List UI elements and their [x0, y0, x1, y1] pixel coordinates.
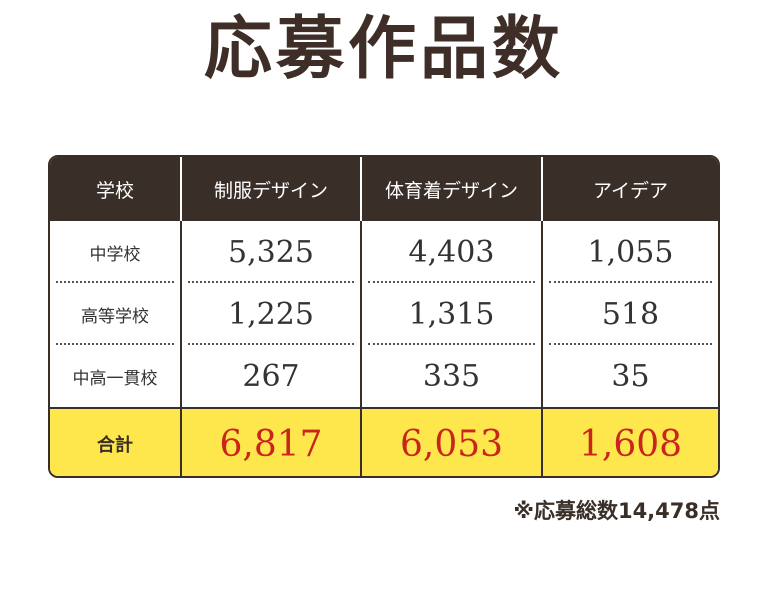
row-label: 中学校 — [50, 221, 180, 283]
row-label: 高等学校 — [50, 283, 180, 345]
total-value: 1,608 — [541, 409, 718, 476]
cell-value: 518 — [541, 283, 718, 345]
cell-value: 335 — [360, 345, 541, 407]
total-label: 合計 — [97, 435, 133, 456]
header-idea: アイデア — [541, 157, 718, 221]
cell-value: 5,325 — [180, 221, 360, 283]
cell-value: 35 — [541, 345, 718, 407]
submissions-table: 学校 制服デザイン 体育着デザイン アイデア 中学校 5,325 4,403 1… — [48, 155, 720, 478]
table-header-row: 学校 制服デザイン 体育着デザイン アイデア — [50, 157, 718, 221]
row-label: 中高一貫校 — [72, 368, 158, 389]
total-row: 合計 6,817 6,053 1,608 — [50, 407, 718, 476]
header-gym-wear-design: 体育着デザイン — [360, 157, 541, 221]
total-value: 6,817 — [180, 409, 360, 476]
cell-value: 267 — [180, 345, 360, 407]
cell-value: 1,055 — [541, 221, 718, 283]
cell-value: 1,225 — [180, 283, 360, 345]
total-submissions-note: ※応募総数14,478点 — [513, 499, 720, 523]
table-row: 中高一貫校 267 335 35 — [50, 345, 718, 407]
table-row: 高等学校 1,225 1,315 518 — [50, 283, 718, 345]
total-value: 6,053 — [360, 409, 541, 476]
table-row: 中学校 5,325 4,403 1,055 — [50, 221, 718, 283]
header-school: 学校 — [95, 179, 134, 202]
page-title: 応募作品数 — [203, 10, 564, 89]
header-uniform-design: 制服デザイン — [180, 157, 360, 221]
cell-value: 4,403 — [360, 221, 541, 283]
cell-value: 1,315 — [360, 283, 541, 345]
